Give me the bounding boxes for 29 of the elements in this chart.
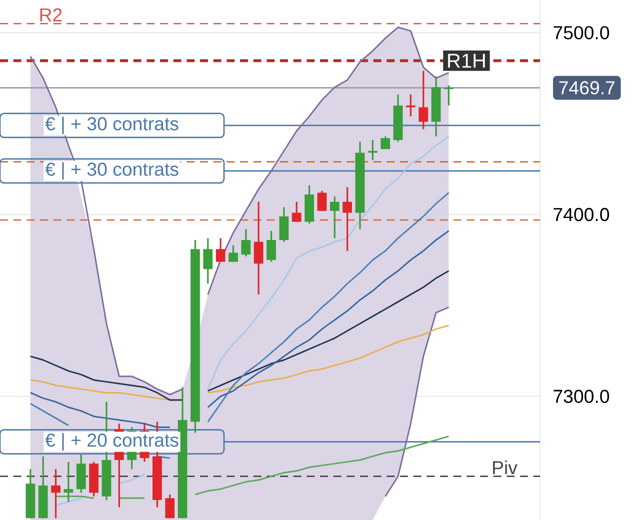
candlestick	[406, 94, 416, 118]
y-tick-label: 7500.0	[554, 26, 610, 40]
ref-line-label: R1H	[448, 54, 485, 68]
ref-line-label: € | + 20 contrats	[45, 433, 178, 451]
ref-line-label: 7469.7	[559, 81, 615, 94]
candlestick	[216, 237, 226, 263]
candlestick	[254, 201, 264, 296]
ref-line-label: € | + 30 contrats	[45, 162, 178, 180]
candlestick	[228, 244, 238, 263]
y-tick-label: 7300.0	[554, 390, 610, 403]
candlestick	[292, 201, 302, 223]
candlestick	[165, 494, 175, 519]
candlestick	[279, 206, 289, 243]
candlestick	[342, 186, 352, 252]
line-series	[384, 306, 450, 498]
ref-line-label: € | + 30 contrats	[45, 116, 178, 134]
y-tick-label: 7400.0	[554, 208, 610, 222]
candlestick	[266, 230, 276, 263]
candlestick	[330, 196, 340, 239]
ref-line-label: R2	[40, 8, 62, 22]
candlestick	[51, 468, 60, 519]
candlestick	[444, 84, 454, 106]
ref-line-label: Piv	[493, 460, 518, 474]
candlestick	[380, 136, 390, 150]
candlestick	[203, 237, 213, 284]
candlestick	[418, 70, 428, 130]
candlestick	[317, 190, 327, 212]
candlestick	[64, 461, 74, 503]
candlestick	[241, 228, 251, 258]
